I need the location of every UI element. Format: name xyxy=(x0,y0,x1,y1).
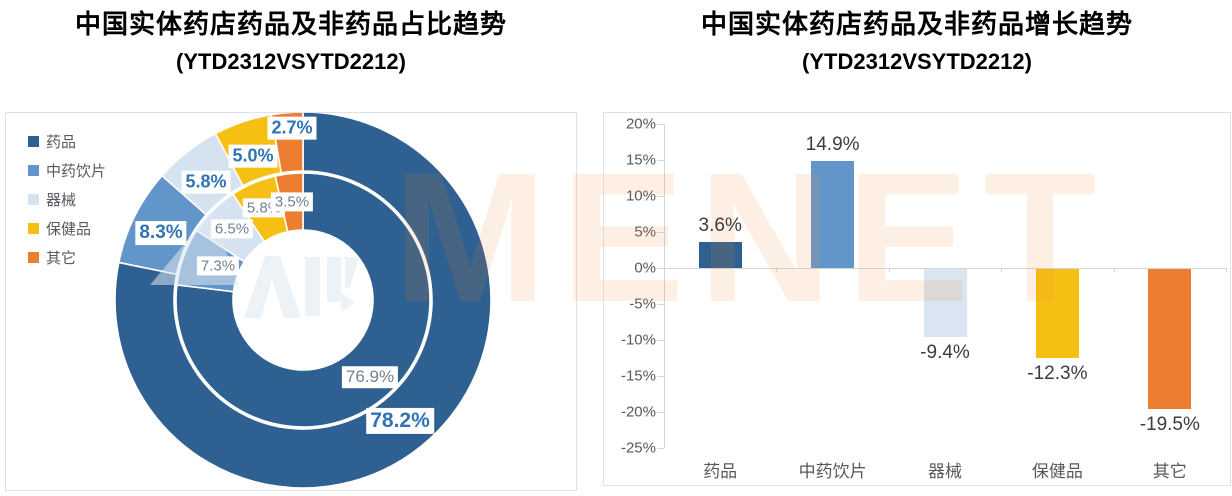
doughnut-chart xyxy=(114,113,492,489)
donut-chart-title: 中国实体药店药品及非药品占比趋势 (YTD2312VSYTD2212) xyxy=(5,4,577,80)
donut-label-outer-保健品: 5.0% xyxy=(228,144,278,168)
bar-category-label-其它: 其它 xyxy=(1152,462,1187,481)
bar-其它 xyxy=(1148,269,1192,410)
bar-chart-title-line2: (YTD2312VSYTD2212) xyxy=(802,49,1032,74)
bar-y-tickmark-20% xyxy=(657,124,664,125)
bar-value-label-其它: -19.5% xyxy=(1139,414,1200,436)
legend-label-药品: 药品 xyxy=(46,134,77,151)
legend-label-其它: 其它 xyxy=(46,250,77,267)
donut-label-outer-器械: 5.8% xyxy=(181,170,231,194)
bar-y-tick-label--20%: -20% xyxy=(620,403,656,421)
legend-item-中药饮片: 中药饮片 xyxy=(28,156,106,185)
legend-item-保健品: 保健品 xyxy=(28,214,106,243)
donut-label-inner-器械: 6.5% xyxy=(210,219,254,239)
bar-y-tick-label-10%: 10% xyxy=(625,187,656,205)
bar-category-label-药品: 药品 xyxy=(703,462,738,481)
bar-category-tickmark xyxy=(1001,268,1003,272)
bar-category-label-中药饮片: 中药饮片 xyxy=(798,462,867,481)
donut-label-outer-其它: 2.7% xyxy=(267,116,317,140)
bar-y-tick-label--15%: -15% xyxy=(620,367,656,385)
bar-y-tickmark-10% xyxy=(657,196,664,197)
bar-value-label-药品: 3.6% xyxy=(698,215,742,237)
donut-chart-title-line1: 中国实体药店药品及非药品占比趋势 xyxy=(74,9,507,39)
bar-y-tickmark--10% xyxy=(657,340,664,341)
donut-slice-inner-ring-药品 xyxy=(175,172,431,428)
bar-y-tickmark--25% xyxy=(657,448,664,449)
legend-swatch-中药饮片 xyxy=(28,165,39,176)
bar-y-tickmark-5% xyxy=(657,232,664,233)
bar-chart-panel: 20% 15% 10% 5% 0% -5% -10% -15% -20% -25% 3.6% 药品 14… xyxy=(603,112,1231,486)
bar-y-tick-label--10%: -10% xyxy=(620,331,656,349)
bar-zero-gridline xyxy=(664,268,1226,269)
bar-chart-title: 中国实体药店药品及非药品增长趋势 (YTD2312VSYTD2212) xyxy=(603,4,1231,80)
legend-item-器械: 器械 xyxy=(28,185,106,214)
bar-value-label-器械: -9.4% xyxy=(920,341,970,363)
bar-category-tickmark xyxy=(664,268,665,272)
bar-y-tick-label-15%: 15% xyxy=(625,151,656,169)
donut-label-inner-药品: 76.9% xyxy=(341,366,399,388)
bar-中药饮片 xyxy=(811,160,855,268)
doughnut-chart-panel: 药品中药饮片器械保健品其它 78.2% 8.3% 5.8% 5.0% 2.7% 76.9%… xyxy=(5,112,577,491)
bar-器械 xyxy=(923,269,967,337)
bar-y-tick-label--5%: -5% xyxy=(629,295,656,313)
bar-y-tickmark-0% xyxy=(657,268,664,269)
bar-y-axis-line xyxy=(664,124,665,448)
bar-category-label-保健品: 保健品 xyxy=(1031,462,1083,481)
legend-swatch-保健品 xyxy=(28,223,39,234)
legend-swatch-药品 xyxy=(28,136,39,147)
legend-item-其它: 其它 xyxy=(28,243,106,272)
doughnut-legend: 药品中药饮片器械保健品其它 xyxy=(28,127,106,272)
bar-category-tickmark xyxy=(1226,268,1227,272)
bar-value-label-保健品: -12.3% xyxy=(1027,362,1088,384)
bar-y-tickmark-15% xyxy=(657,160,664,161)
donut-label-outer-药品: 78.2% xyxy=(366,407,434,435)
bar-category-label-器械: 器械 xyxy=(928,462,962,481)
bar-category-tickmark xyxy=(1113,268,1115,272)
bar-y-tick-label--25%: -25% xyxy=(620,439,656,457)
bar-药品 xyxy=(698,242,742,268)
bar-y-tickmark--20% xyxy=(657,412,664,413)
donut-label-inner-其它: 3.5% xyxy=(270,192,314,212)
donut-label-outer-中药饮片: 8.3% xyxy=(135,221,187,245)
legend-swatch-其它 xyxy=(28,252,39,263)
bar-chart-title-line1: 中国实体药店药品及非药品增长趋势 xyxy=(700,9,1133,39)
bar-value-label-中药饮片: 14.9% xyxy=(805,133,860,155)
legend-label-保健品: 保健品 xyxy=(46,221,92,238)
bar-y-tick-label-0%: 0% xyxy=(634,259,656,277)
donut-slice-outer-ring-药品 xyxy=(114,113,492,489)
legend-label-器械: 器械 xyxy=(46,192,77,209)
bar-保健品 xyxy=(1035,269,1079,358)
donut-chart-title-line2: (YTD2312VSYTD2212) xyxy=(176,49,406,74)
bar-y-tickmark--5% xyxy=(657,304,664,305)
legend-swatch-器械 xyxy=(28,194,39,205)
donut-label-inner-中药饮片: 7.3% xyxy=(196,256,240,276)
bar-y-tick-label-20%: 20% xyxy=(625,115,656,133)
legend-label-中药饮片: 中药饮片 xyxy=(46,163,107,180)
bar-y-tick-label-5%: 5% xyxy=(634,223,656,241)
bar-category-tickmark xyxy=(776,268,778,272)
legend-item-药品: 药品 xyxy=(28,127,106,156)
bar-category-tickmark xyxy=(888,268,890,272)
bar-y-tickmark--15% xyxy=(657,376,664,377)
